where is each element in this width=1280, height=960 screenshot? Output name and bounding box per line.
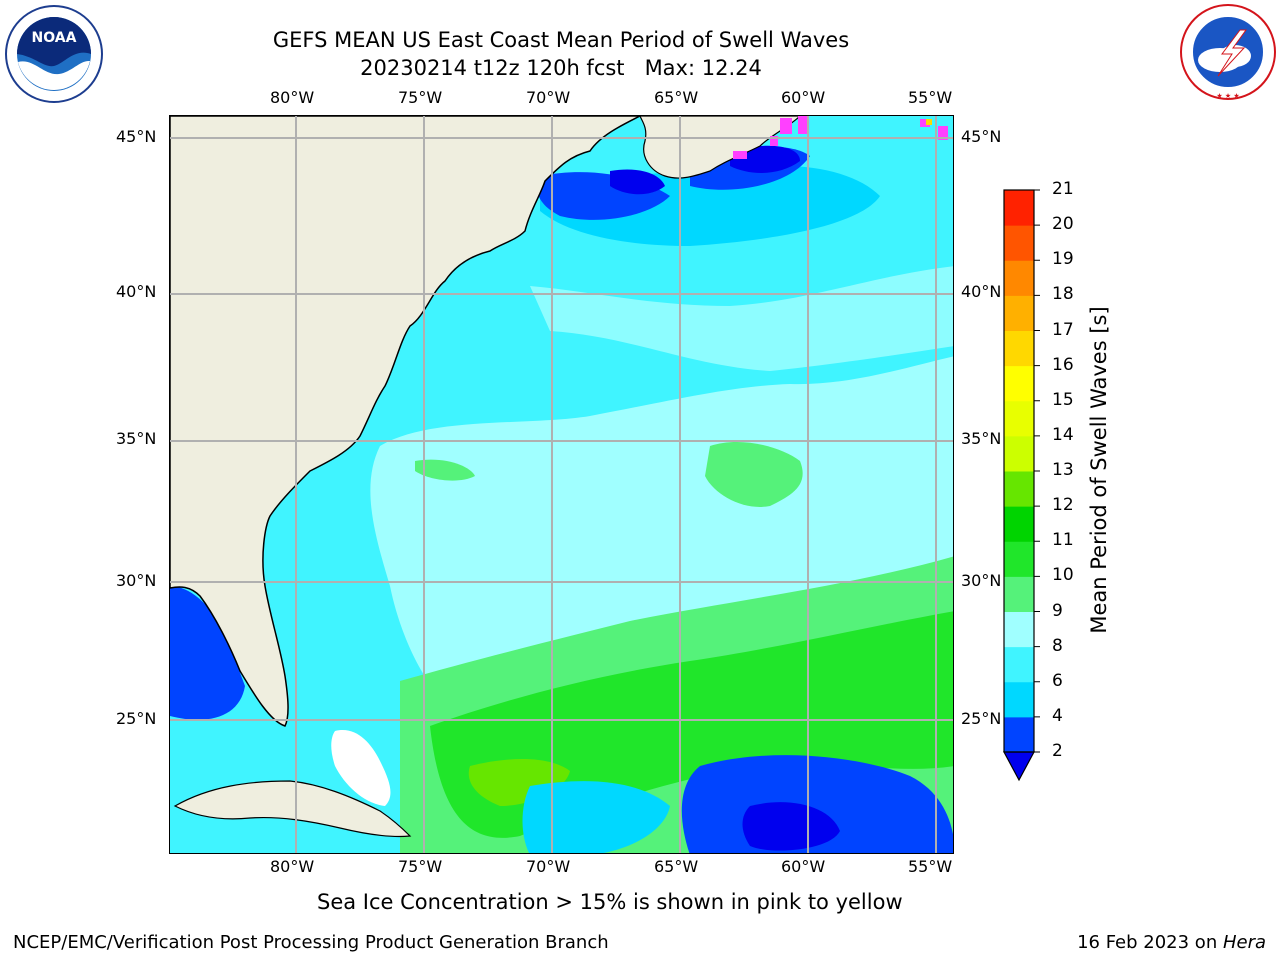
colorbar-segment: [1004, 435, 1034, 472]
sea-ice-patch: [733, 151, 747, 159]
sea-ice-footnote: Sea Ice Concentration > 15% is shown in …: [317, 890, 903, 914]
colorbar-tick-label: 6: [1052, 670, 1063, 691]
field-2-4s: [170, 586, 245, 720]
sea-ice-patch: [926, 119, 932, 125]
field-9-10s: [705, 441, 803, 507]
colorbar-segment: [1004, 471, 1034, 507]
colorbar-graphic: [1002, 189, 1040, 782]
lat-tick-right: 45°N: [961, 127, 1002, 146]
colorbar-label: Mean Period of Swell Waves [s]: [1087, 306, 1111, 634]
colorbar-tick-label: 19: [1052, 249, 1074, 270]
colorbar-segment: [1004, 190, 1034, 226]
footer-date: 16 Feb 2023 on Hera: [1077, 932, 1266, 953]
colorbar-tick-label: 20: [1052, 214, 1074, 235]
lat-tick-left: 35°N: [116, 429, 157, 448]
colorbar-segment: [1004, 295, 1034, 331]
swell-period-map: [169, 115, 954, 854]
colorbar-tick-label: 21: [1052, 179, 1074, 199]
title-line-2: 20230214 t12z 120h fcst Max: 12.24: [360, 56, 762, 80]
lon-tick-top: 60°W: [781, 88, 826, 107]
field-under-2s: [742, 802, 840, 851]
colorbar-segment: [1004, 506, 1034, 542]
colorbar-segment: [1004, 225, 1034, 261]
sea-ice-patch: [798, 116, 808, 134]
colorbar-segment: [1004, 400, 1034, 437]
lat-tick-right: 40°N: [961, 282, 1002, 301]
bahamas-ice-free-white: [331, 730, 391, 806]
lon-tick-top: 80°W: [270, 88, 315, 107]
lat-tick-left: 30°N: [116, 571, 157, 590]
footer-credit: NCEP/EMC/Verification Post Processing Pr…: [13, 932, 609, 953]
chart-title: GEFS MEAN US East Coast Mean Period of S…: [0, 26, 1122, 82]
field-under-2s: [610, 169, 665, 195]
colorbar-segment: [1004, 646, 1034, 683]
lon-tick-top: 65°W: [654, 88, 699, 107]
colorbar-tick-label: 2: [1052, 741, 1063, 761]
colorbar-tick-label: 9: [1052, 600, 1063, 621]
lon-tick-bottom: 65°W: [654, 857, 699, 876]
lon-tick-bottom: 60°W: [781, 857, 826, 876]
lon-tick-bottom: 70°W: [526, 857, 571, 876]
footer-date-text: 16 Feb 2023 on: [1077, 932, 1223, 953]
lon-tick-bottom: 75°W: [398, 857, 443, 876]
colorbar-tick-label: 17: [1052, 319, 1074, 340]
colorbar-segment: [1004, 260, 1034, 296]
field-4-6s: [522, 781, 670, 853]
colorbar-tick-label: 15: [1052, 389, 1074, 410]
lat-tick-right: 30°N: [961, 571, 1002, 590]
sea-ice-patch: [780, 118, 792, 134]
colorbar-tick-label: 13: [1052, 460, 1074, 480]
lon-tick-top: 55°W: [908, 88, 953, 107]
colorbar-tick-label: 16: [1052, 354, 1074, 375]
colorbar-segment: [1004, 330, 1034, 367]
colorbar-under-extension: [1002, 751, 1036, 782]
north-america-landmass: [170, 116, 641, 727]
map-canvas: [170, 116, 953, 853]
noaa-logo-icon: NOAA: [4, 4, 104, 104]
svg-text:★ ★ ★: ★ ★ ★: [1216, 92, 1239, 100]
noaa-logo-text: NOAA: [32, 30, 77, 46]
sea-ice-patch: [920, 119, 930, 127]
colorbar-tick-label: 4: [1052, 705, 1063, 726]
colorbar-tick-label: 10: [1052, 565, 1074, 586]
lat-tick-left: 25°N: [116, 709, 157, 728]
colorbar-segment: [1004, 541, 1034, 577]
title-line-1: GEFS MEAN US East Coast Mean Period of S…: [272, 28, 850, 52]
colorbar-tick-label: 12: [1052, 495, 1074, 516]
cuba-landmass: [173, 780, 412, 838]
colorbar-tick-label: 14: [1052, 424, 1074, 445]
field-8-9s: [530, 266, 953, 371]
field-9-10s: [415, 459, 475, 481]
lon-tick-top: 70°W: [526, 88, 571, 107]
lon-tick-bottom: 55°W: [908, 857, 953, 876]
lat-tick-right: 25°N: [961, 709, 1002, 728]
map-gridlines: [170, 116, 953, 853]
lat-tick-left: 40°N: [116, 282, 157, 301]
colorbar-tick-label: 18: [1052, 284, 1074, 305]
lon-tick-bottom: 80°W: [270, 857, 315, 876]
colorbar-segment: [1004, 576, 1034, 612]
sea-ice-patch: [770, 136, 778, 146]
lon-tick-top: 75°W: [398, 88, 443, 107]
colorbar-segment: [1004, 681, 1034, 718]
colorbar-tick-label: 8: [1052, 635, 1063, 656]
colorbar-segment: [1004, 611, 1034, 648]
nws-logo-icon: ★ ★ ★: [1178, 2, 1278, 102]
colorbar-segment: [1004, 716, 1034, 753]
sea-ice-patch: [938, 126, 948, 140]
lat-tick-right: 35°N: [961, 429, 1002, 448]
footer-machine: Hera: [1222, 932, 1266, 953]
colorbar-segment: [1004, 365, 1034, 402]
colorbar-tick-label: 11: [1052, 530, 1074, 551]
lat-tick-left: 45°N: [116, 127, 157, 146]
